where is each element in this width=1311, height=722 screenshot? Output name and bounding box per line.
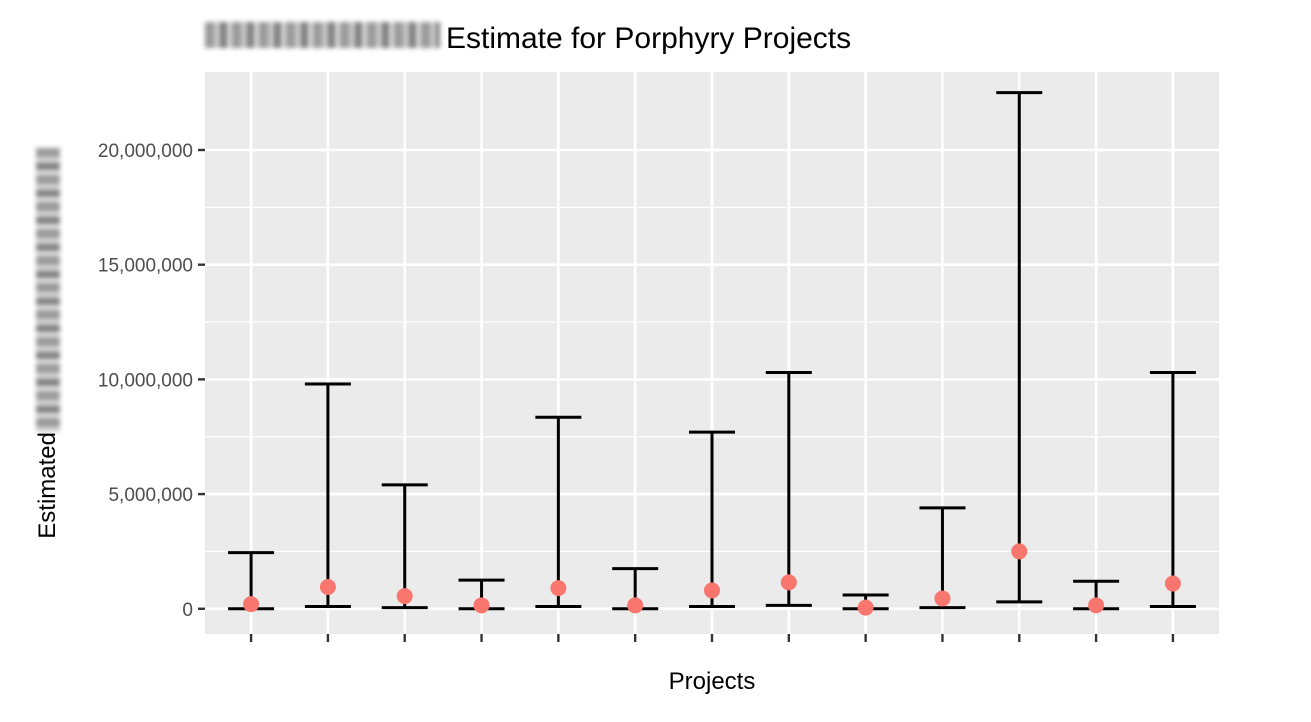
errorbar — [1149, 370, 1196, 608]
data-point — [396, 588, 413, 605]
errorbar — [535, 415, 582, 608]
errorbar — [381, 483, 428, 610]
x-axis-title: Projects — [669, 668, 756, 695]
y-tick-label: 0 — [182, 600, 193, 621]
errorbar — [689, 430, 735, 608]
data-point — [780, 574, 797, 591]
data-point — [857, 599, 874, 616]
points — [243, 543, 1181, 616]
errorbar — [304, 382, 351, 608]
data-point — [934, 590, 951, 607]
data-point — [627, 597, 644, 614]
y-tick-label: 10,000,000 — [98, 370, 193, 391]
data-point — [319, 578, 336, 595]
data-point — [1011, 543, 1028, 560]
y-tick-label: 20,000,000 — [98, 141, 193, 162]
y-tick-label: 15,000,000 — [98, 256, 193, 277]
chart-title: Estimate for Porphyry Projects — [446, 22, 851, 55]
redacted-title-prefix — [205, 22, 440, 48]
errorbar — [765, 370, 812, 607]
x-axis — [249, 634, 1175, 642]
data-point — [243, 596, 260, 613]
data-point — [550, 580, 567, 597]
y-axis-title: Estimated — [34, 432, 61, 539]
redacted-ylabel-suffix — [36, 148, 60, 432]
y-axis: 0 5,000,000 10,000,000 15,000,000 20,000,000 — [98, 141, 205, 621]
data-point — [473, 597, 490, 614]
y-tick-label: 5,000,000 — [108, 485, 193, 506]
data-point — [704, 582, 720, 599]
data-point — [1164, 575, 1181, 592]
errorbar — [996, 91, 1043, 604]
data-point — [1088, 597, 1105, 614]
